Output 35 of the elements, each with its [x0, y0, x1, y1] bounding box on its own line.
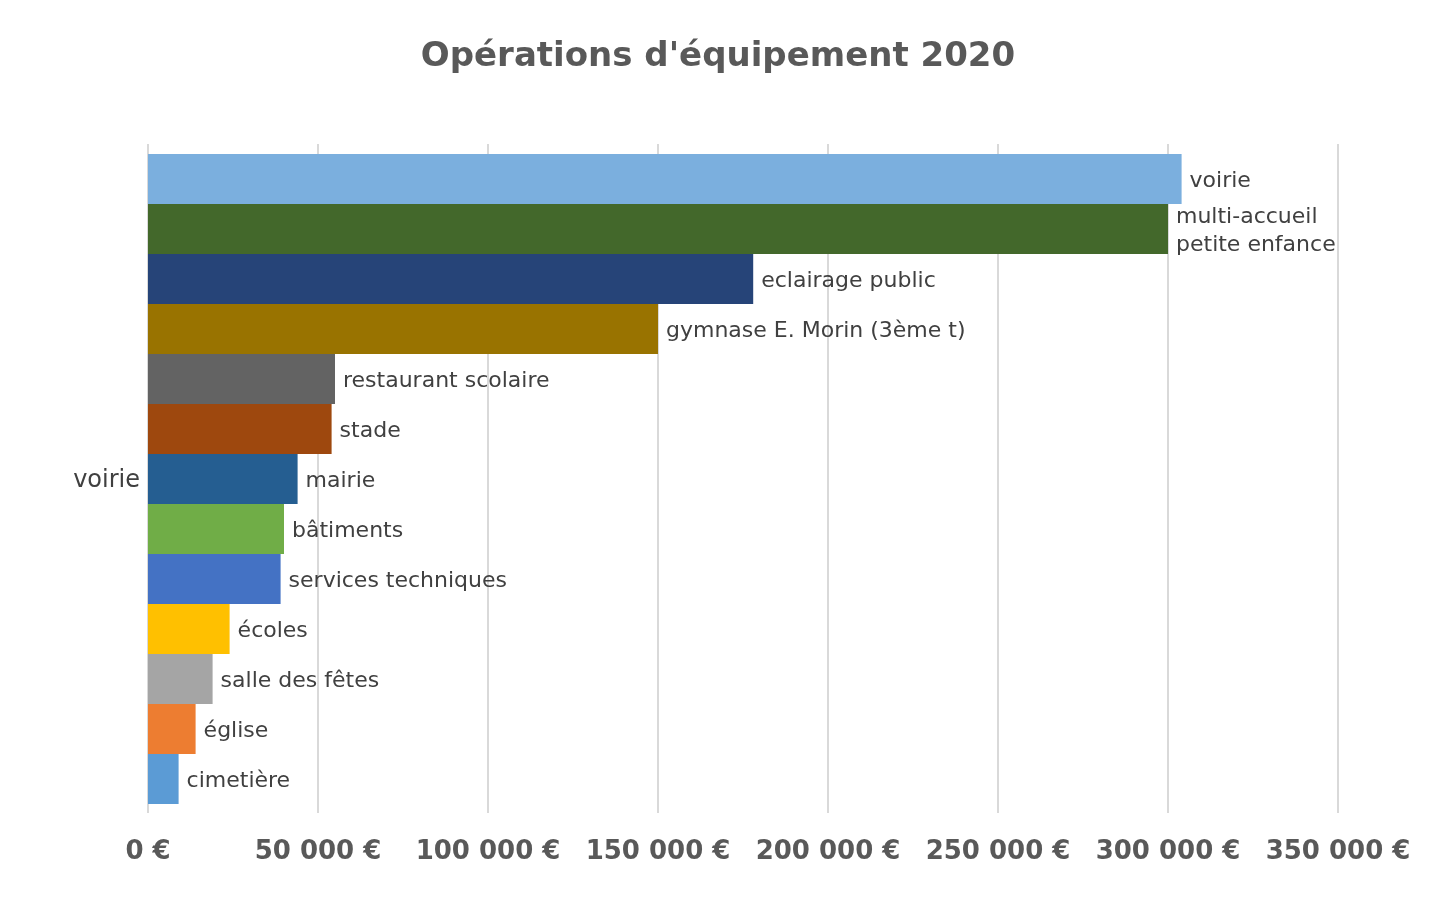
series-label: église — [203, 716, 269, 742]
series-label: stade — [339, 416, 401, 442]
x-tick-label: 100 000 € — [415, 835, 561, 866]
bar — [148, 304, 658, 354]
series-label: services techniques — [288, 566, 508, 592]
series-label: écoles — [237, 616, 308, 642]
bar — [148, 354, 335, 404]
series-label: salle des fêtes — [220, 666, 380, 692]
bar — [148, 454, 298, 504]
x-tick-label: 350 000 € — [1265, 835, 1411, 866]
x-tick-label: 0 € — [125, 835, 171, 866]
bar — [148, 204, 1168, 254]
chart-title: Opérations d'équipement 2020 — [419, 33, 1017, 76]
series-label: restaurant scolaire — [343, 366, 550, 392]
bar — [148, 754, 179, 804]
bar — [148, 254, 754, 304]
x-tick-label: 200 000 € — [755, 835, 901, 866]
series-label: bâtiments — [292, 516, 404, 542]
series-label: multi-accueil petite enfance — [1176, 202, 1336, 256]
bar — [148, 704, 196, 754]
x-tick-label: 300 000 € — [1095, 835, 1241, 866]
series-label: cimetière — [186, 766, 291, 792]
bar — [148, 404, 332, 454]
series-label: gymnase E. Morin (3ème t) — [666, 316, 966, 342]
bar — [148, 654, 213, 704]
x-tick-label: 50 000 € — [254, 835, 382, 866]
bar — [148, 604, 230, 654]
bar — [148, 504, 284, 554]
bar — [148, 154, 1182, 204]
series-label: voirie — [1189, 166, 1251, 192]
series-label: eclairage public — [761, 266, 936, 292]
bar — [148, 554, 281, 604]
x-tick-label: 250 000 € — [925, 835, 1071, 866]
x-tick-label: 150 000 € — [585, 835, 731, 866]
series-label: mairie — [305, 466, 376, 492]
